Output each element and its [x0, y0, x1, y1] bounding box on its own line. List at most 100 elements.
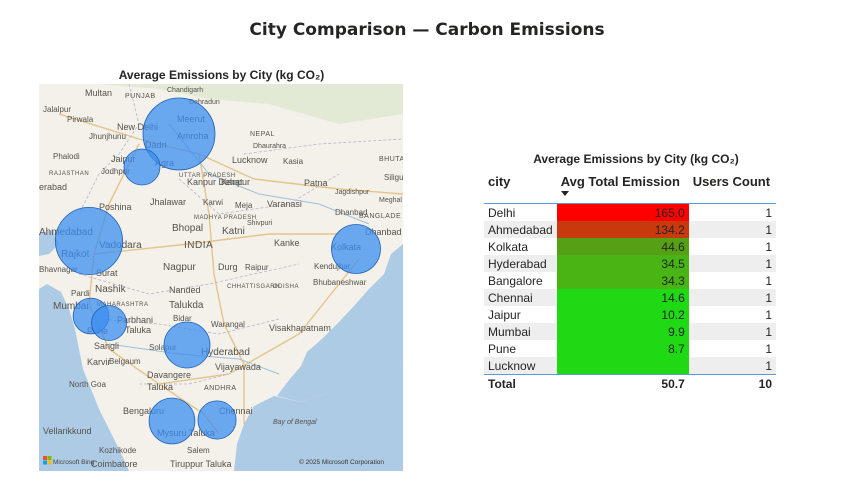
total-users: 10	[688, 374, 776, 393]
map-label: BANGLADE	[359, 213, 401, 220]
table-row[interactable]: Hyderabad 34.5 1	[484, 255, 776, 272]
cell-users-count: 1	[688, 289, 776, 306]
map-label: PUNJAB	[125, 93, 156, 100]
emissions-table: city Avg Total Emission Users Count Delh…	[484, 172, 776, 393]
column-header-avg-total-emission[interactable]: Avg Total Emission	[556, 172, 689, 204]
total-label: Total	[484, 374, 557, 393]
map-label: BHUTA	[379, 156, 403, 163]
map-copyright: © 2025 Microsoft Corporation	[299, 458, 384, 466]
cell-users-count: 1	[765, 239, 772, 254]
map-label: Bhubaneshwar	[313, 278, 367, 287]
map-label: Bhopal	[172, 223, 203, 234]
map-label: Pirwala	[67, 115, 94, 124]
table-body: Delhi 165.0 1 Ahmedabad 134.2 1 Kolkata 44.6 1 Hy…	[484, 203, 776, 393]
map-label: Jhunjhunu	[89, 132, 126, 141]
bubble-pune[interactable]	[91, 305, 127, 341]
map-label: UTTAR PRADESH	[179, 173, 236, 179]
gulf-of-kutch	[39, 230, 59, 256]
table-row[interactable]: Jaipur 10.2 1	[484, 306, 776, 323]
cell-city: Delhi	[488, 205, 516, 220]
map-label: Talukda	[169, 300, 204, 311]
table-row[interactable]: Chennai 14.6 1	[484, 289, 776, 306]
map-label: Jhalawar	[150, 197, 186, 207]
map-label: Belgaum	[109, 357, 141, 366]
map-label: Mumbai	[53, 301, 89, 312]
cell-city: Chennai	[484, 289, 557, 306]
map-label: Visakhapatnam	[269, 323, 331, 333]
map-label: Nanded	[169, 285, 201, 295]
map-label: Nagpur	[163, 262, 196, 273]
table-row[interactable]: Lucknow 1	[484, 357, 776, 375]
map-label: Kendujhar	[314, 262, 351, 271]
map-label: Bay of Bengal	[273, 419, 317, 426]
map-label: Dhanbad	[365, 227, 402, 237]
bubble-jaipur[interactable]	[123, 148, 161, 186]
map-label: CHHATTISGARH	[227, 284, 280, 290]
map-label: Dehradun	[189, 99, 220, 106]
map-label: Meghal	[379, 197, 402, 204]
cell-city: Ahmedabad	[484, 221, 557, 238]
map-label: Karvir	[87, 357, 111, 367]
cell-city: Lucknow	[484, 357, 557, 375]
table-row[interactable]: Delhi 165.0 1	[484, 203, 776, 221]
table-row[interactable]: Kolkata 44.6 1	[484, 238, 776, 255]
map-label: Kanpur Dehat	[187, 177, 243, 187]
page-title: City Comparison — Carbon Emissions	[249, 20, 605, 40]
map-label: Salem	[187, 446, 210, 455]
map-label: Siligu	[384, 173, 403, 182]
map-label: Raipur	[245, 263, 269, 272]
cell-users-count: 1	[688, 323, 776, 340]
cell-avg-total-emission: 165.0	[556, 203, 689, 221]
cell-users-count: 1	[688, 357, 776, 375]
map-label: Taluka	[147, 382, 173, 392]
table-visual-title: Average Emissions by City (kg CO₂)	[533, 152, 739, 166]
map-label: Bhavnagar	[39, 265, 78, 274]
map-bubbles[interactable]	[55, 97, 381, 445]
map-label: MAHARASHTRA	[97, 302, 149, 308]
table-row[interactable]: Bangalore 34.3 1	[484, 272, 776, 289]
bubble-delhi[interactable]	[142, 97, 216, 171]
sort-descending-icon[interactable]	[560, 191, 569, 196]
bubble-kolkata[interactable]	[331, 224, 381, 274]
map-label: Solapur	[149, 343, 177, 352]
bubble-map[interactable]: Multan PUNJAB Chandigarh Jalalpur Pirwala Deh…	[39, 84, 403, 471]
map-label: Multan	[85, 88, 112, 98]
map-label: NEPAL	[250, 131, 275, 138]
map-label: RAJASTHAN	[49, 171, 89, 177]
column-header-city[interactable]: city	[484, 172, 557, 204]
map-label: Jaipur	[111, 154, 136, 164]
cell-users-count: 1	[765, 205, 772, 220]
map-label: Davangere	[147, 370, 191, 380]
bay-of-bengal-north	[277, 244, 403, 402]
column-header-users-count[interactable]: Users Count	[688, 172, 776, 204]
cell-users-count: 1	[765, 273, 772, 288]
cell-city: Kolkata	[488, 239, 529, 254]
map-label: Warangal	[211, 320, 245, 329]
arabian-sea	[39, 284, 129, 471]
table-row[interactable]: Pune 8.7 1	[484, 340, 776, 357]
map-label: Taluka	[125, 325, 151, 335]
map-label: Durg	[218, 262, 238, 272]
cell-avg-total-emission: 14.6	[556, 289, 689, 306]
map-label: Pardi	[71, 289, 90, 298]
map-label: Tiruppur Taluka	[170, 459, 232, 469]
bubble-chennai[interactable]	[197, 400, 237, 440]
bubble-hyderabad[interactable]	[163, 321, 211, 369]
cell-users-count: 1	[765, 307, 772, 322]
map-label: erabad	[39, 182, 67, 192]
table-row[interactable]: Mumbai 9.9 1	[484, 323, 776, 340]
map-label: ANDHRA	[204, 385, 237, 392]
map-label: Hyderabad	[201, 347, 250, 358]
map-label: MADHYA PRADESH	[194, 215, 257, 221]
bubble-bangalore[interactable]	[148, 397, 196, 445]
map-label: Chennai	[219, 406, 253, 416]
table-row[interactable]: Ahmedabad 134.2 1	[484, 221, 776, 238]
map-label: Parbhani	[117, 315, 153, 325]
map-label: Kanke	[274, 238, 300, 248]
map-label: Dhaurahra	[253, 143, 286, 150]
map-label: Varanasi	[267, 199, 302, 209]
bubble-ahmedabad[interactable]	[55, 207, 123, 275]
cell-avg-total-emission: 34.3	[556, 272, 689, 289]
cell-avg-total-emission: 10.2	[556, 306, 689, 323]
